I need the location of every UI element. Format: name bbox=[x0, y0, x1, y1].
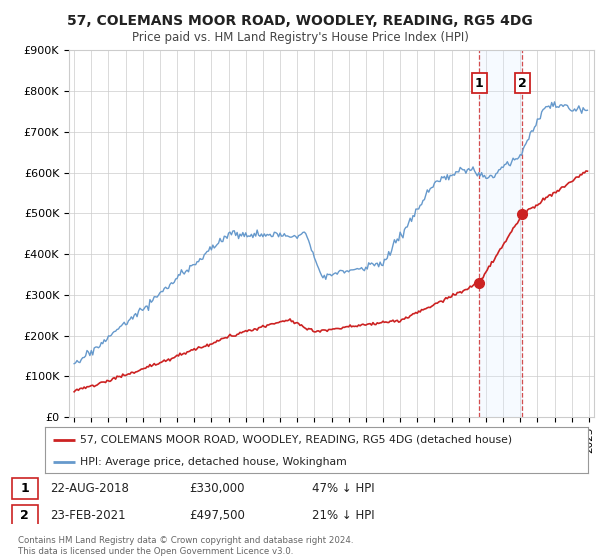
Text: 57, COLEMANS MOOR ROAD, WOODLEY, READING, RG5 4DG: 57, COLEMANS MOOR ROAD, WOODLEY, READING… bbox=[67, 14, 533, 28]
Text: £330,000: £330,000 bbox=[190, 482, 245, 496]
Text: 57, COLEMANS MOOR ROAD, WOODLEY, READING, RG5 4DG (detached house): 57, COLEMANS MOOR ROAD, WOODLEY, READING… bbox=[80, 435, 512, 445]
Text: Price paid vs. HM Land Registry's House Price Index (HPI): Price paid vs. HM Land Registry's House … bbox=[131, 31, 469, 44]
Text: 1: 1 bbox=[20, 482, 29, 496]
FancyBboxPatch shape bbox=[12, 478, 38, 500]
Text: 22-AUG-2018: 22-AUG-2018 bbox=[50, 482, 128, 496]
Text: £497,500: £497,500 bbox=[190, 509, 245, 522]
Text: 2: 2 bbox=[518, 77, 527, 90]
Text: 2: 2 bbox=[20, 509, 29, 522]
Text: 1: 1 bbox=[475, 77, 484, 90]
FancyBboxPatch shape bbox=[12, 505, 38, 526]
Bar bbox=[479, 50, 522, 417]
Text: 21% ↓ HPI: 21% ↓ HPI bbox=[311, 509, 374, 522]
Text: Contains HM Land Registry data © Crown copyright and database right 2024.
This d: Contains HM Land Registry data © Crown c… bbox=[18, 536, 353, 556]
Text: 23-FEB-2021: 23-FEB-2021 bbox=[50, 509, 125, 522]
Text: 47% ↓ HPI: 47% ↓ HPI bbox=[311, 482, 374, 496]
Text: HPI: Average price, detached house, Wokingham: HPI: Average price, detached house, Woki… bbox=[80, 457, 347, 466]
